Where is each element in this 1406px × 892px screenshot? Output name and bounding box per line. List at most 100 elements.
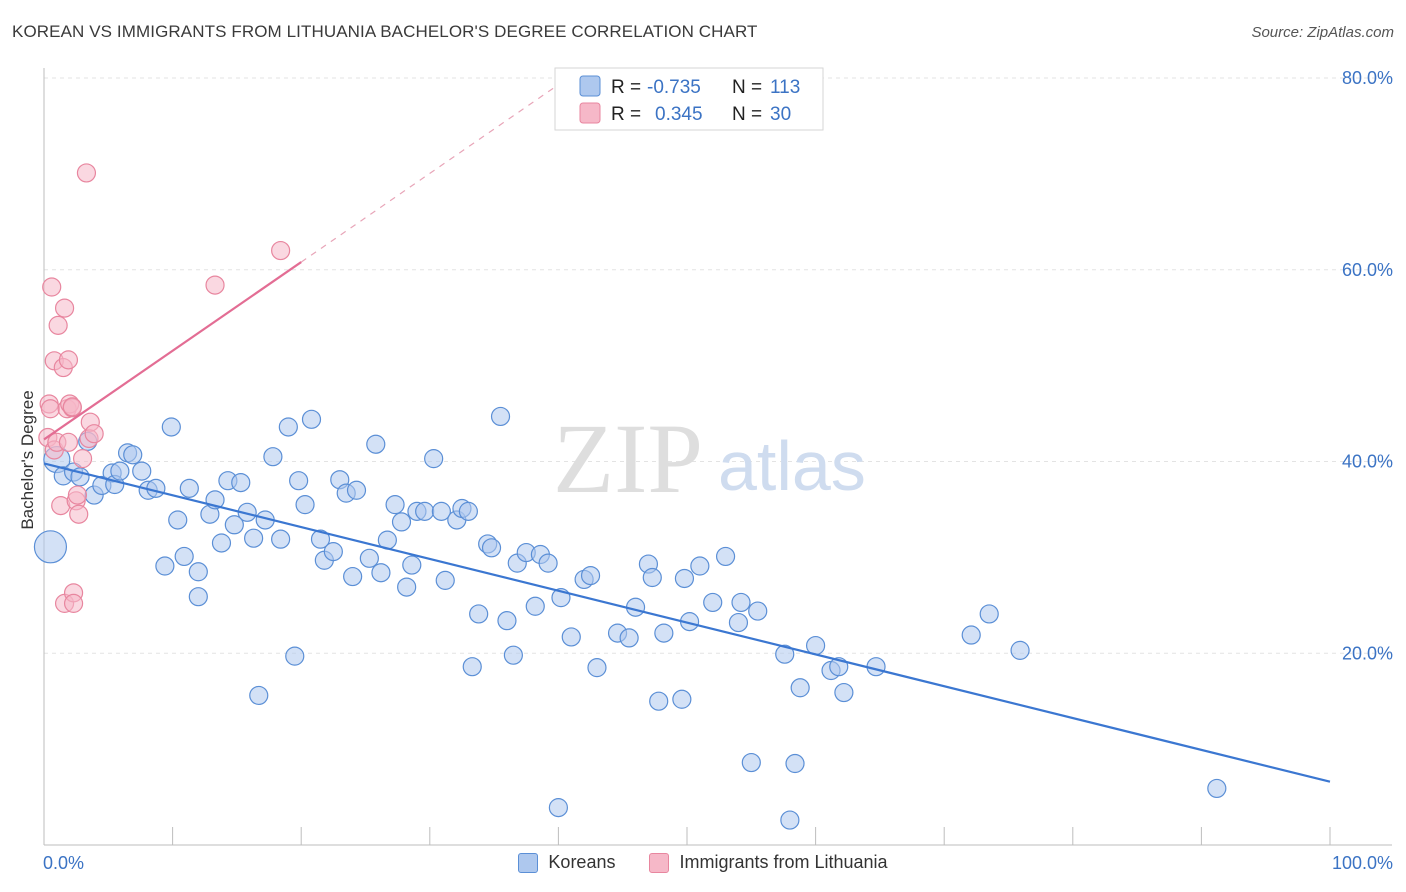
korean-point-36 <box>285 646 305 666</box>
legend-label-lithuania: Immigrants from Lithuania <box>679 852 888 872</box>
korean-point-38 <box>295 495 315 515</box>
lithuania-point-7 <box>48 315 68 335</box>
korean-point-35 <box>278 417 298 437</box>
legend-n-value-koreans: 113 <box>770 77 800 98</box>
lithuania-point-27 <box>84 424 104 444</box>
korean-point-85 <box>642 567 662 588</box>
legend-color-lithuania <box>649 852 670 873</box>
y-tick-label-2: 60.0% <box>1342 260 1393 280</box>
korean-point-95 <box>731 592 751 613</box>
legend-r-label-lithuania: R = <box>611 104 641 125</box>
korean-point-30 <box>244 528 264 548</box>
korean-point-54 <box>402 555 422 575</box>
korean-point-12 <box>123 445 143 465</box>
korean-point-39 <box>301 409 322 429</box>
korean-point-28 <box>231 472 251 493</box>
korean-point-59 <box>435 570 455 590</box>
korean-point-79 <box>580 565 601 586</box>
korean-point-93 <box>715 546 736 567</box>
y-tick-label-1: 40.0% <box>1342 452 1393 472</box>
korean-point-10 <box>110 461 130 481</box>
legend-item-koreans: Koreans <box>518 852 615 873</box>
lithuania-point-14 <box>58 432 79 452</box>
korean-point-64 <box>469 604 489 624</box>
legend-label-koreans: Koreans <box>548 852 616 872</box>
korean-point-56 <box>415 501 435 521</box>
korean-point-86 <box>649 691 669 711</box>
legend-color-koreans <box>518 852 539 873</box>
korean-point-27 <box>224 515 244 535</box>
legend-r-label-koreans: R = <box>611 77 641 98</box>
korean-point-58 <box>431 501 451 521</box>
korean-point-69 <box>503 645 523 665</box>
korean-point-20 <box>179 478 199 498</box>
korean-point-52 <box>391 512 412 532</box>
korean-point-42 <box>323 542 343 562</box>
watermark-atlas: atlas <box>718 427 866 505</box>
korean-point-105 <box>834 682 854 703</box>
korean-point-72 <box>525 596 545 616</box>
lithuania-point-17 <box>62 397 82 417</box>
y-tick-label-3: 80.0% <box>1342 68 1393 88</box>
lithuania-point-19 <box>63 593 84 613</box>
korean-point-80 <box>587 658 607 678</box>
source-credit: Source: ZipAtlas.com <box>1251 24 1394 41</box>
korean-point-98 <box>775 644 795 664</box>
x-tick-label-1: 100.0% <box>1332 853 1393 873</box>
korean-point-17 <box>161 417 181 437</box>
korean-point-63 <box>462 657 482 677</box>
korean-point-31 <box>249 685 269 706</box>
korean-point-13 <box>132 461 152 481</box>
trend-lines <box>43 84 1331 783</box>
tick-labels: 20.0% 40.0% 60.0% 80.0% 0.0% 100.0% <box>43 68 1393 873</box>
lithuania-point-28 <box>205 275 225 295</box>
series-legend: Koreans Immigrants from Lithuania <box>0 852 1406 873</box>
stats-legend: R = -0.735 N = 113 R = 0.345 N = 30 <box>554 67 824 131</box>
x-tick-label-0: 0.0% <box>43 853 84 873</box>
korean-point-96 <box>741 752 761 773</box>
korean-point-21 <box>188 562 208 582</box>
korean-point-109 <box>1010 640 1030 660</box>
trend-line-lithuania <box>43 261 302 441</box>
legend-r-value-koreans: -0.735 <box>647 77 701 98</box>
korean-point-88 <box>672 689 692 709</box>
lithuania-point-21 <box>67 485 88 505</box>
legend-n-label-koreans: N = <box>732 77 762 98</box>
korean-point-82 <box>619 628 639 648</box>
korean-point-19 <box>174 546 194 567</box>
legend-swatch-koreans <box>579 75 601 97</box>
legend-r-value-lithuania: 0.345 <box>655 104 703 125</box>
korean-point-101 <box>790 678 810 698</box>
korean-point-34 <box>271 529 291 549</box>
lithuania-point-2 <box>40 399 61 419</box>
korean-point-100 <box>785 753 805 774</box>
korean-point-77 <box>561 627 581 647</box>
lithuania-point-13 <box>58 350 79 370</box>
korean-point-16 <box>155 556 175 576</box>
y-axis-label: Bachelor's Degree <box>18 390 37 529</box>
korean-point-87 <box>654 623 674 643</box>
grid-lines <box>44 77 1392 654</box>
legend-item-lithuania: Immigrants from Lithuania <box>649 852 888 873</box>
korean-point-91 <box>690 556 710 576</box>
korean-point-49 <box>371 563 391 583</box>
korean-point-110 <box>1207 778 1227 799</box>
lithuania-point-10 <box>54 298 75 318</box>
korean-point-53 <box>397 577 417 597</box>
legend-n-label-lithuania: N = <box>732 104 762 125</box>
korean-point-66 <box>481 538 502 558</box>
korean-point-33 <box>263 447 283 467</box>
legend-swatch-lithuania <box>579 102 601 124</box>
korean-point-45 <box>343 566 363 587</box>
korean-point-99 <box>780 810 800 830</box>
korean-point-47 <box>359 548 379 568</box>
watermark-zip: ZIP <box>553 403 703 514</box>
korean-point-67 <box>490 406 511 427</box>
chart-title: KOREAN VS IMMIGRANTS FROM LITHUANIA BACH… <box>12 22 758 41</box>
korean-point-97 <box>748 601 768 621</box>
lithuania-point-23 <box>72 449 93 469</box>
korean-point-46 <box>346 480 367 500</box>
korean-point-57 <box>424 449 444 469</box>
korean-point-22 <box>188 587 208 607</box>
